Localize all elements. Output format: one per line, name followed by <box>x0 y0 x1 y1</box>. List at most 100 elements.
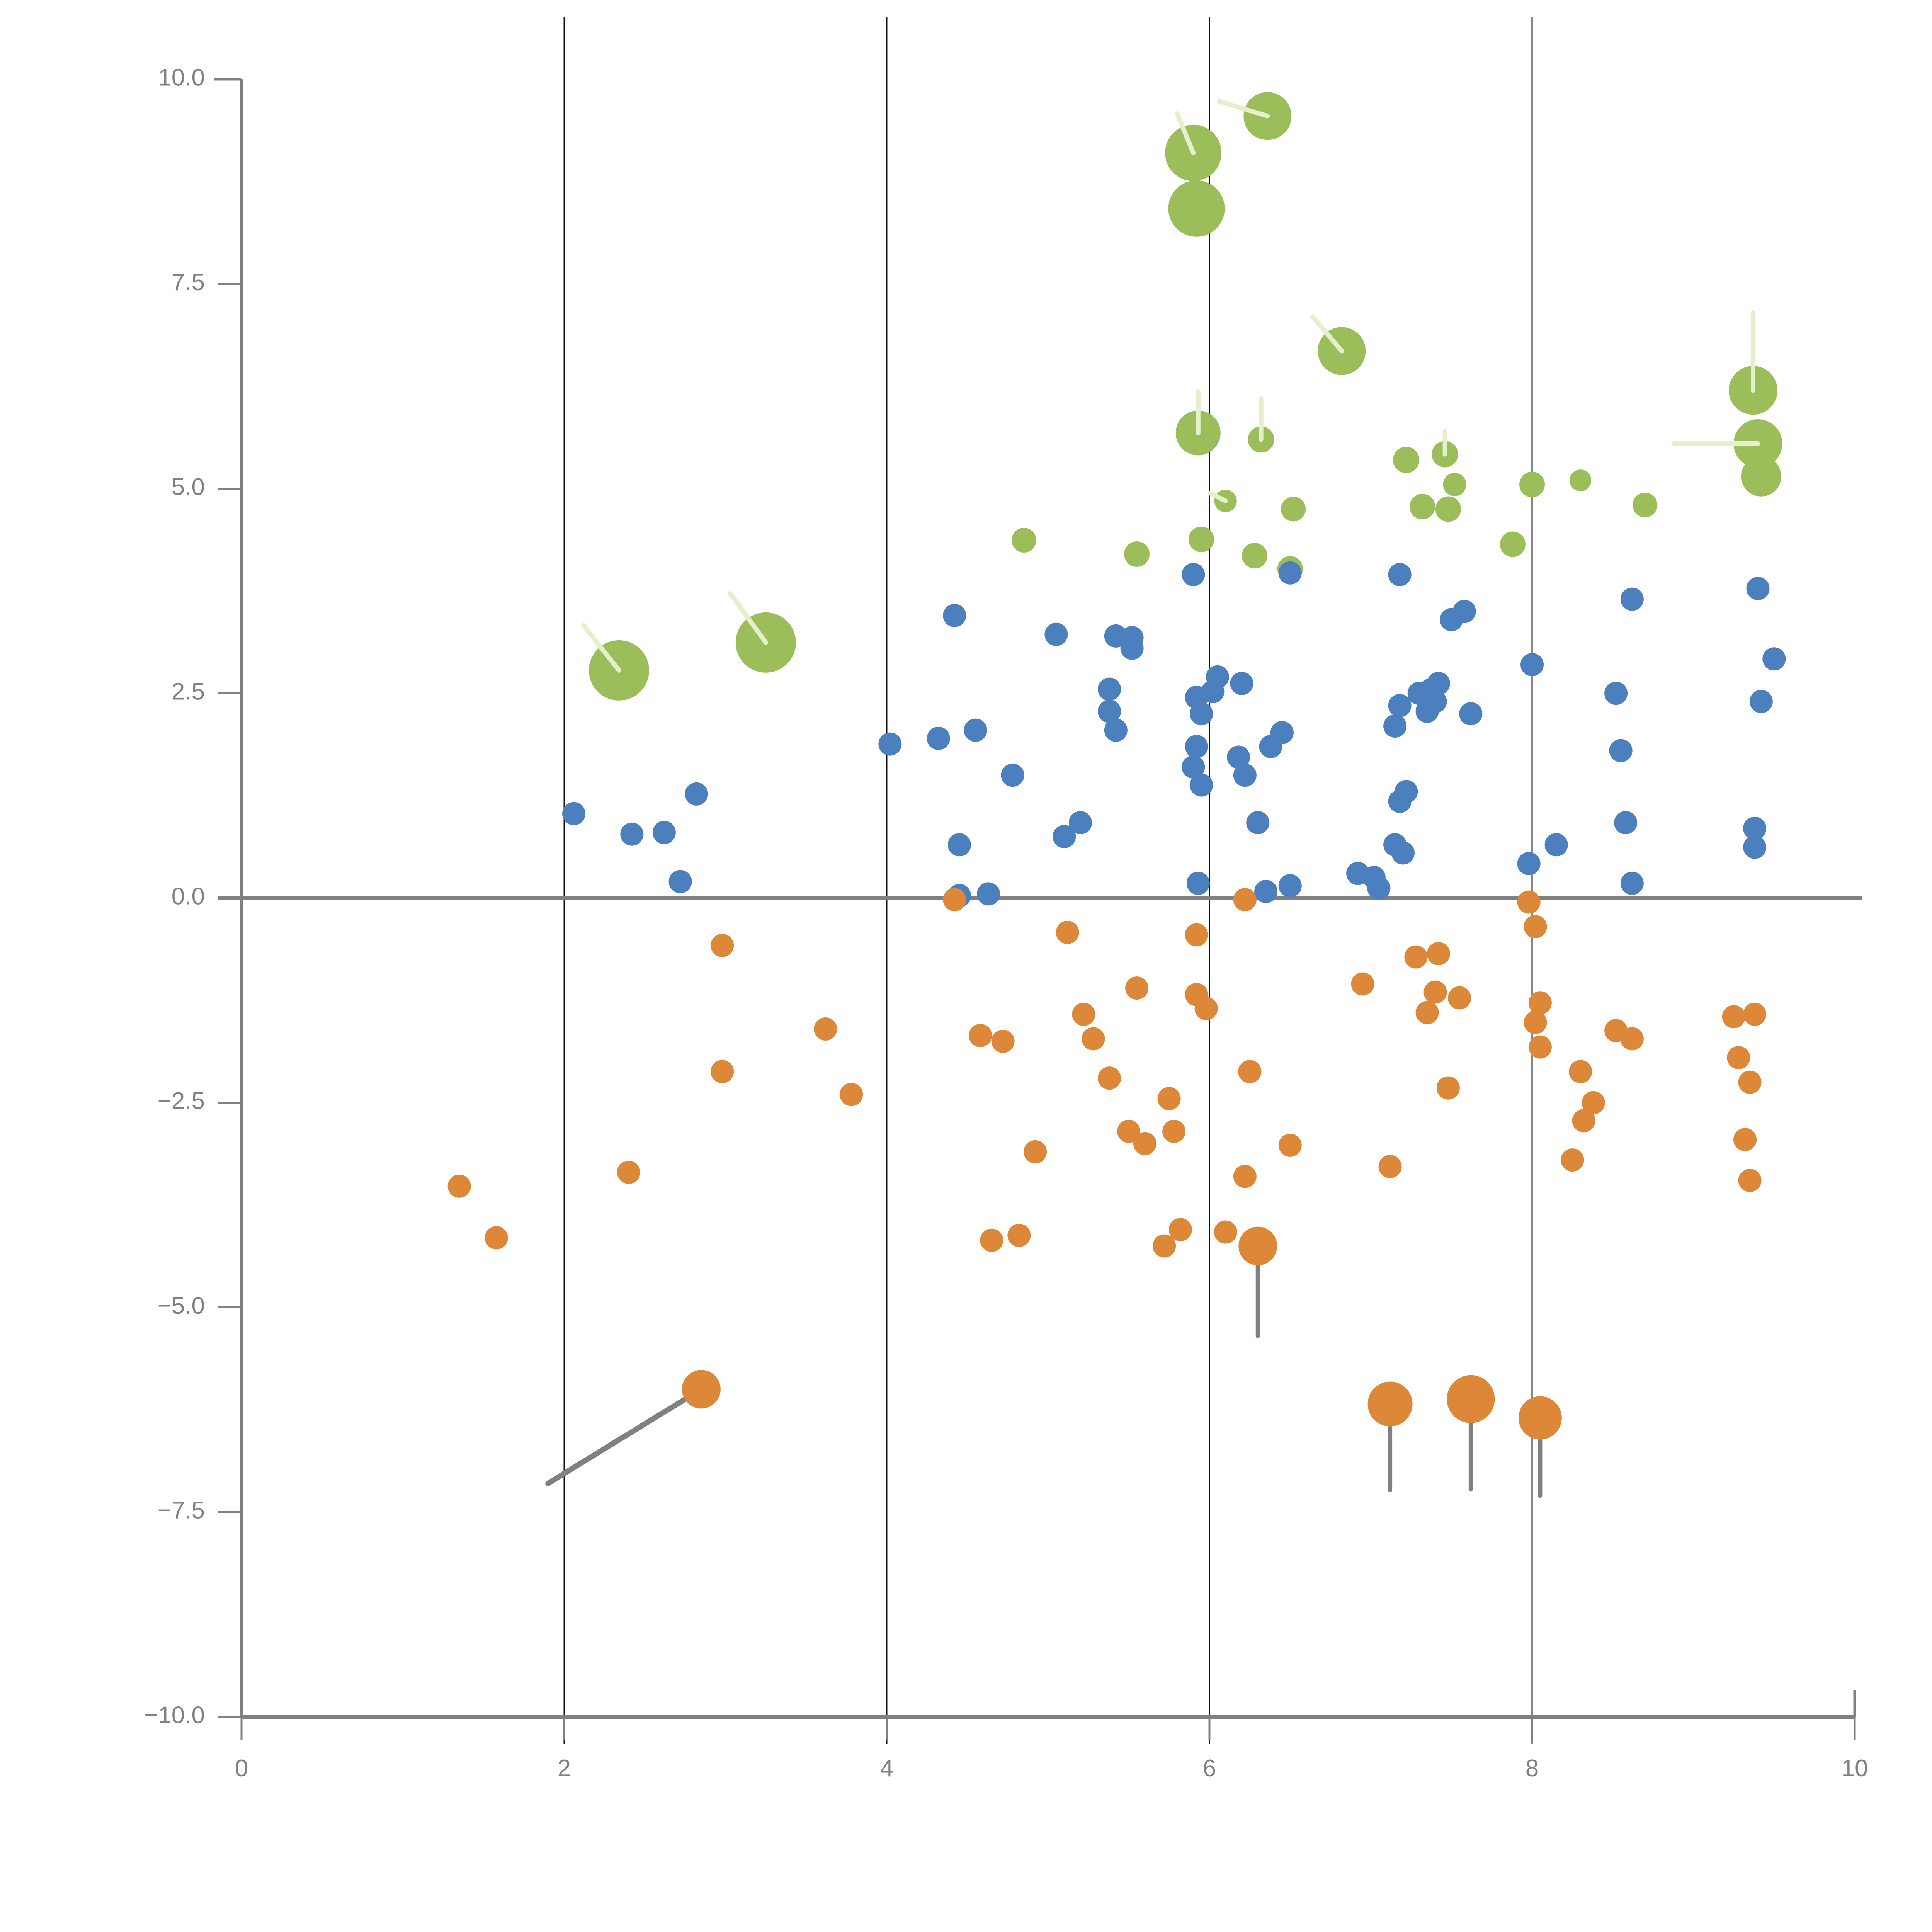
data-point-blue <box>1544 833 1568 857</box>
data-point-orange <box>1133 1132 1156 1155</box>
data-point-blue <box>1098 699 1121 723</box>
data-point-orange <box>1351 972 1374 996</box>
data-point-orange <box>991 1029 1015 1053</box>
data-point-orange <box>682 1370 721 1409</box>
data-point-blue <box>1254 880 1278 903</box>
data-point-orange <box>980 1228 1003 1252</box>
data-point-orange <box>1082 1027 1105 1051</box>
y-tick-label: 2.5 <box>172 679 205 705</box>
data-point-orange <box>840 1083 863 1106</box>
data-point-orange <box>1185 923 1208 947</box>
data-point-blue <box>878 732 902 756</box>
data-point-blue <box>1746 577 1770 600</box>
data-point-orange <box>1524 915 1547 939</box>
data-point-blue <box>1098 677 1121 701</box>
data-point-blue <box>668 870 692 893</box>
error-whisker-overlay <box>581 623 621 673</box>
data-point-orange <box>1517 890 1541 914</box>
data-point-blue <box>1044 622 1068 646</box>
y-tick-label: 7.5 <box>172 269 205 296</box>
data-point-orange <box>1524 1011 1547 1034</box>
series-blue-points <box>562 561 1786 907</box>
data-point-blue <box>1069 811 1092 835</box>
series-green-points <box>581 92 1782 701</box>
data-point-blue <box>943 604 966 627</box>
data-point-blue <box>1185 735 1208 758</box>
data-point-blue <box>1270 721 1294 744</box>
data-point-blue <box>1278 561 1302 585</box>
data-point-orange <box>1125 976 1149 1000</box>
data-point-blue <box>1120 636 1144 660</box>
data-point-green <box>1570 469 1592 492</box>
x-tick-label: 0 <box>235 1755 248 1782</box>
y-tick-label: 10.0 <box>158 64 205 91</box>
error-whisker-overlay <box>1208 491 1228 503</box>
data-point-green <box>1443 473 1466 496</box>
data-point-orange <box>1056 920 1079 944</box>
data-point-orange <box>617 1160 640 1184</box>
data-point-blue <box>964 718 987 742</box>
data-point-orange <box>1727 1046 1750 1070</box>
data-point-blue <box>1395 780 1418 803</box>
data-point-orange <box>1238 1060 1262 1083</box>
data-point-blue <box>1383 714 1407 738</box>
data-point-blue <box>1053 825 1076 849</box>
x-tick-label: 4 <box>880 1755 893 1782</box>
data-point-green <box>1168 180 1225 237</box>
data-point-blue <box>1415 699 1439 723</box>
data-point-green <box>1281 497 1306 522</box>
data-point-orange <box>1518 1396 1562 1440</box>
y-tick-label: −2.5 <box>158 1088 205 1114</box>
data-point-green <box>1124 541 1150 567</box>
data-point-green <box>1011 527 1036 553</box>
data-point-blue <box>1182 563 1205 586</box>
error-whisker-line <box>545 1386 704 1486</box>
data-point-orange <box>1214 1220 1237 1244</box>
data-point-green <box>1633 492 1658 517</box>
x-tick-label: 10 <box>1842 1755 1868 1782</box>
data-point-blue <box>1620 871 1644 895</box>
data-point-blue <box>1190 702 1213 726</box>
x-tick-label: 6 <box>1203 1755 1216 1782</box>
data-point-orange <box>1098 1066 1121 1090</box>
y-tick-label: −7.5 <box>158 1497 205 1524</box>
data-point-orange <box>1620 1027 1644 1051</box>
data-point-orange <box>1367 1381 1413 1427</box>
data-point-blue <box>1743 816 1767 840</box>
data-point-blue <box>620 822 644 846</box>
data-point-blue <box>1427 672 1450 695</box>
data-point-blue <box>652 821 676 844</box>
data-point-orange <box>1738 1169 1762 1192</box>
data-point-orange <box>447 1174 471 1198</box>
x-tick-label: 8 <box>1526 1755 1539 1782</box>
y-tick-label: 5.0 <box>172 474 205 500</box>
x-axis-tick-labels: 0 2 4 6 8 10 <box>235 1755 1868 1782</box>
data-point-orange <box>1738 1070 1762 1094</box>
gridlines <box>563 17 1533 1744</box>
data-point-orange <box>1569 1060 1592 1083</box>
data-point-blue <box>947 833 971 857</box>
data-point-orange <box>1194 997 1218 1020</box>
data-point-blue <box>927 726 950 750</box>
data-point-blue <box>1459 702 1483 726</box>
y-tick-label: 0.0 <box>172 883 205 910</box>
data-point-orange <box>1024 1140 1047 1163</box>
data-point-green <box>1500 531 1526 557</box>
data-point-orange <box>969 1024 992 1047</box>
data-point-orange <box>1448 986 1471 1010</box>
data-point-orange <box>1561 1148 1584 1172</box>
data-point-orange <box>1404 945 1428 969</box>
series-orange-points <box>447 888 1767 1498</box>
data-point-blue <box>1743 835 1767 859</box>
data-point-blue <box>1104 718 1128 742</box>
data-point-blue <box>1278 874 1302 898</box>
data-point-orange <box>1157 1087 1181 1111</box>
data-point-orange <box>1233 1165 1257 1188</box>
data-point-orange <box>1572 1109 1595 1133</box>
data-point-orange <box>1162 1119 1186 1143</box>
data-point-green <box>1189 526 1214 552</box>
data-point-blue <box>1609 739 1633 762</box>
data-point-orange <box>1427 942 1450 966</box>
